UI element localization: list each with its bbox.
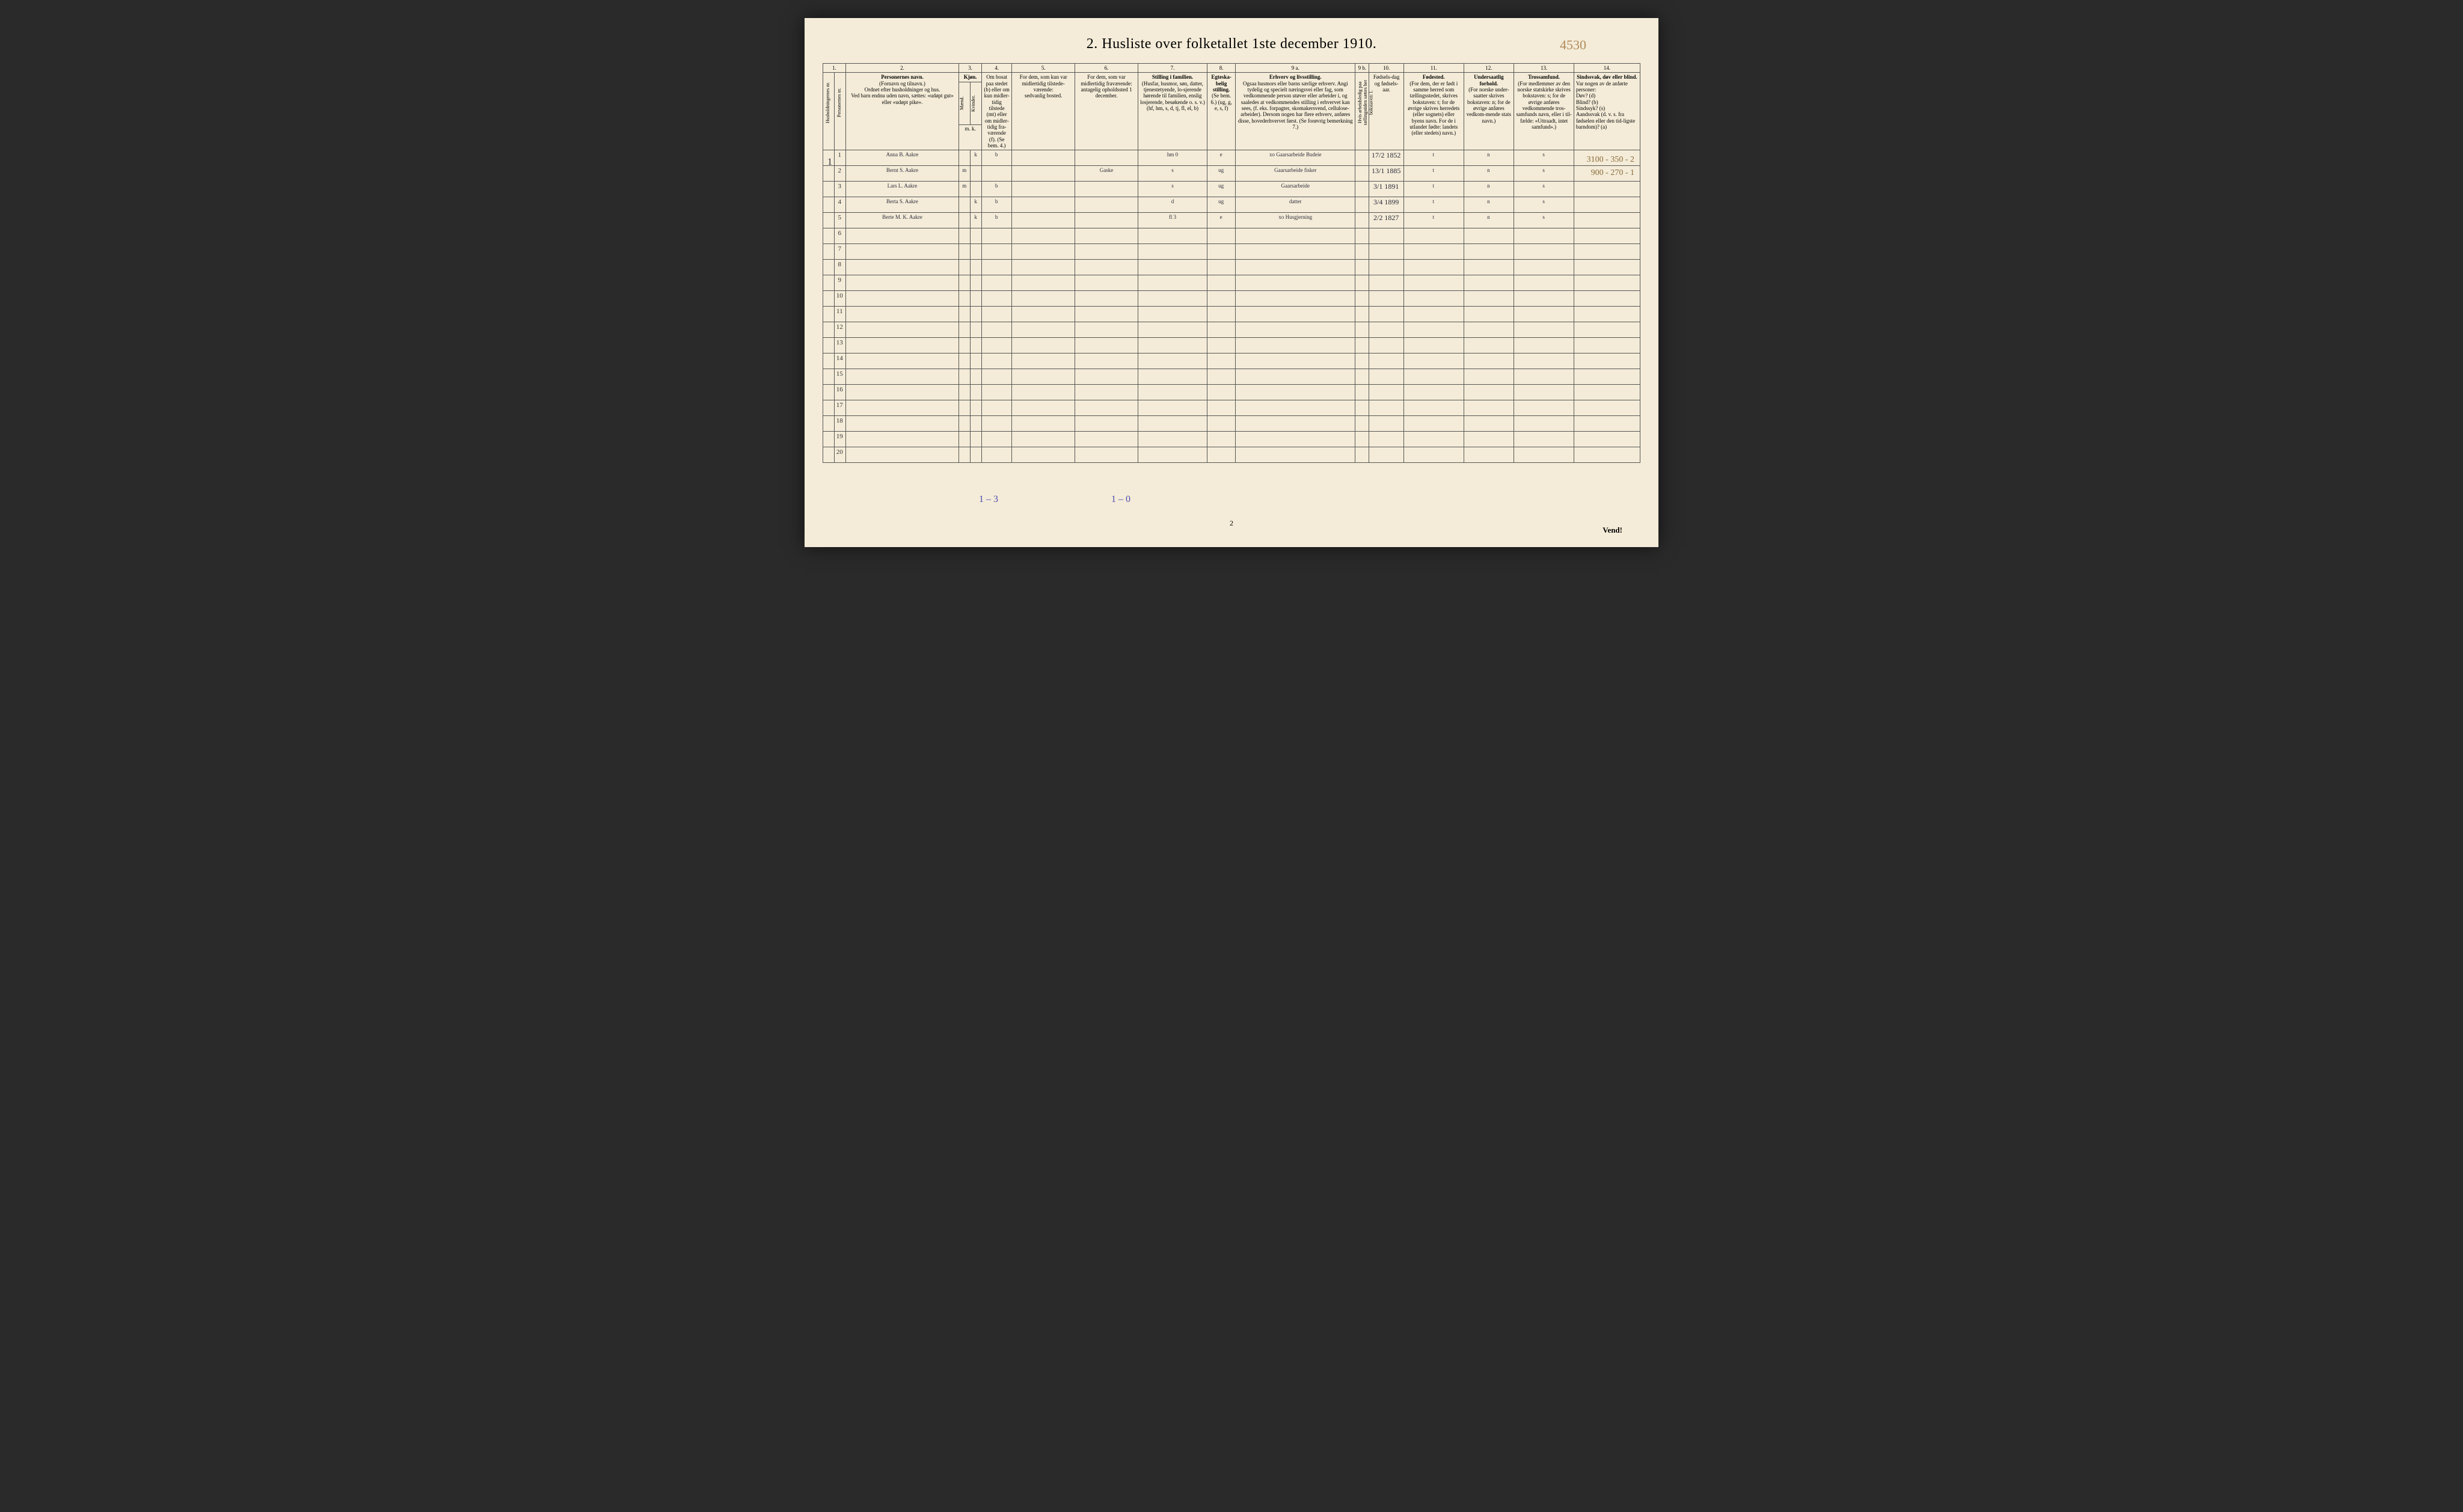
colnum-2: 2. xyxy=(845,64,959,73)
colnum-3: 3. xyxy=(959,64,982,73)
hdr-birthplace: Fødested. (For dem, der er født i samme … xyxy=(1403,73,1464,150)
hdr-unemployed: Hvis arbeidsledig paa tællingstiden sætt… xyxy=(1355,73,1369,150)
margin-note: 900 - 270 - 1 xyxy=(1591,168,1634,178)
table-row: 9 xyxy=(823,275,1640,291)
hdr-mt: For dem, som kun var midlertidig tilsted… xyxy=(1012,73,1075,150)
table-row: 14 xyxy=(823,354,1640,369)
hdr-marital: Egteska-belig stilling. (Se bem. 6.) (ug… xyxy=(1207,73,1236,150)
hdr-household-nr: Husholdningernes nr. xyxy=(823,73,835,150)
hdr-residence: Om bosat paa stedet (b) eller om kun mid… xyxy=(982,73,1012,150)
colnum-1: 1. xyxy=(823,64,846,73)
colnum-11: 11. xyxy=(1403,64,1464,73)
hdr-nationality: Undersaatlig forhold. (For norske under-… xyxy=(1464,73,1514,150)
colnum-4: 4. xyxy=(982,64,1012,73)
colnum-5: 5. xyxy=(1012,64,1075,73)
colnum-7: 7. xyxy=(1138,64,1207,73)
colnum-9a: 9 a. xyxy=(1236,64,1355,73)
footer-page-number: 2 xyxy=(1230,519,1233,528)
hdr-name: Personernes navn. (Fornavn og tilnavn.) … xyxy=(845,73,959,150)
colnum-8: 8. xyxy=(1207,64,1236,73)
header-row: Husholdningernes nr. Personernes nr. Per… xyxy=(823,73,1640,150)
table-row: 4 Berta S. Aakre k b d ug datter 3/4 189… xyxy=(823,197,1640,213)
page-title: 2. Husliste over folketallet 1ste decemb… xyxy=(823,36,1640,52)
footer-annotation: 1 – 0 xyxy=(1111,494,1130,505)
table-row: 15 xyxy=(823,369,1640,385)
table-row: 6 xyxy=(823,228,1640,244)
census-body: 1 Anna B. Aakre k b hm 0 e xo Gaarsarbei… xyxy=(823,150,1640,463)
table-row: 7 xyxy=(823,244,1640,260)
table-row: 12 xyxy=(823,322,1640,338)
table-row: 8 xyxy=(823,260,1640,275)
table-row: 2 Bernt S. Aakre m Gaske s ug Gaarsarbei… xyxy=(823,166,1640,182)
hdr-sex: Kjøn. Mænd. Kvinder. m. k. xyxy=(959,73,982,150)
table-row: 11 xyxy=(823,307,1640,322)
census-page: 2. Husliste over folketallet 1ste decemb… xyxy=(805,18,1658,547)
colnum-12: 12. xyxy=(1464,64,1514,73)
table-row: 20 xyxy=(823,447,1640,463)
table-row: 16 xyxy=(823,385,1640,400)
margin-note: 3100 - 350 - 2 xyxy=(1587,155,1634,165)
table-row: 10 xyxy=(823,291,1640,307)
table-row: 3 Lars L. Aakre m b s ug Gaarsarbeide 3/… xyxy=(823,182,1640,197)
hdr-birth: Fødsels-dag og fødsels-aar. xyxy=(1369,73,1404,150)
hdr-disability: Sindssvak, døv eller blind. Var nogen av… xyxy=(1574,73,1640,150)
table-row: 13 xyxy=(823,338,1640,354)
hdr-religion: Trossamfund. (For medlemmer av den norsk… xyxy=(1514,73,1574,150)
household-number: 1 xyxy=(827,157,832,168)
table-row: 5 Berte M. K. Aakre k b fl 3 e xo Husgje… xyxy=(823,213,1640,228)
colnum-10: 10. xyxy=(1369,64,1404,73)
hdr-family: Stilling i familien. (Husfar, husmor, sø… xyxy=(1138,73,1207,150)
census-table: 1. 2. 3. 4. 5. 6. 7. 8. 9 a. 9 b. 10. 11… xyxy=(823,63,1640,463)
hdr-person-nr: Personernes nr. xyxy=(834,73,845,150)
hdr-mf: For dem, som var midlertidig fraværende:… xyxy=(1075,73,1138,150)
colnum-6: 6. xyxy=(1075,64,1138,73)
column-number-row: 1. 2. 3. 4. 5. 6. 7. 8. 9 a. 9 b. 10. 11… xyxy=(823,64,1640,73)
hdr-occupation: Erhverv og livsstilling. Ogsaa husmors e… xyxy=(1236,73,1355,150)
colnum-14: 14. xyxy=(1574,64,1640,73)
footer-annotation: 1 – 3 xyxy=(979,494,998,505)
table-row: 17 xyxy=(823,400,1640,416)
page-annotation: 4530 xyxy=(1560,37,1586,53)
colnum-9b: 9 b. xyxy=(1355,64,1369,73)
table-row: 1 Anna B. Aakre k b hm 0 e xo Gaarsarbei… xyxy=(823,150,1640,166)
table-row: 18 xyxy=(823,416,1640,432)
vend-label: Vend! xyxy=(1603,525,1622,535)
table-row: 19 xyxy=(823,432,1640,447)
colnum-13: 13. xyxy=(1514,64,1574,73)
